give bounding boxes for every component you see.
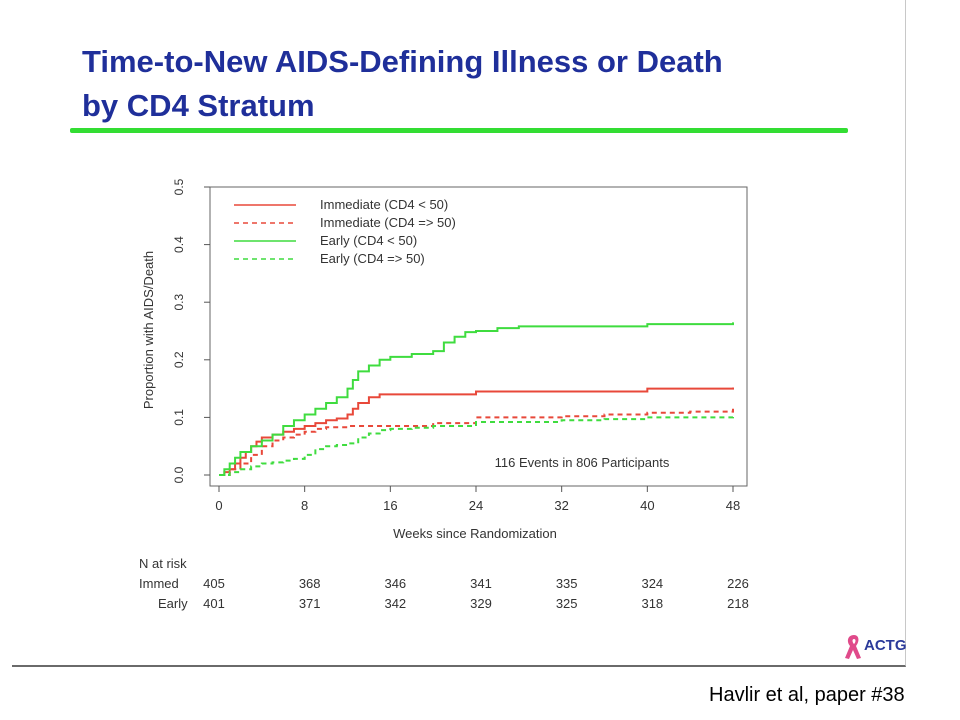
chart-axes	[209, 186, 748, 487]
at-risk-title: N at risk	[139, 556, 187, 571]
at-risk-value: 371	[299, 596, 321, 611]
slide-title: Time-to-New AIDS-Defining Illness or Dea…	[82, 40, 723, 128]
at-risk-value: 341	[470, 576, 492, 591]
y-tick-label: 0.0	[172, 466, 186, 483]
ribbon-icon	[845, 635, 861, 659]
at-risk-value: 368	[299, 576, 321, 591]
plot-frame	[209, 186, 748, 487]
at-risk-value: 401	[203, 596, 225, 611]
at-risk-value: 324	[641, 576, 663, 591]
slide-title-line-1: Time-to-New AIDS-Defining Illness or Dea…	[82, 44, 723, 79]
at-risk-value: 318	[641, 596, 663, 611]
at-risk-value: 226	[727, 576, 749, 591]
x-ticks: 0 8 16 24 32 40 48	[215, 486, 740, 513]
y-tick-label: 0.4	[172, 236, 186, 253]
series-layer	[219, 322, 734, 476]
y-tick-label: 0.2	[172, 351, 186, 368]
series-line-immediate-cd4-50	[219, 387, 734, 476]
legend-label: Immediate (CD4 < 50)	[320, 197, 448, 212]
x-tick-label: 16	[383, 498, 397, 513]
y-ticks: 0.0 0.1 0.2 0.3 0.4 0.5	[172, 178, 210, 483]
series-line-immediate-cd4-50	[219, 408, 734, 476]
actg-logo: ACTG	[842, 633, 914, 661]
events-annotation: 116 Events in 806 Participants	[495, 455, 670, 470]
at-risk-table: N at risk Immed 405 368 346 341 335 324 226 Earl…	[139, 556, 749, 611]
y-axis-label: Proportion with AIDS/Death	[141, 251, 156, 409]
legend-label: Immediate (CD4 => 50)	[320, 215, 456, 230]
at-risk-value: 405	[203, 576, 225, 591]
at-risk-value: 335	[556, 576, 578, 591]
x-tick-label: 0	[215, 498, 222, 513]
y-tick-label: 0.5	[172, 178, 186, 195]
legend: Immediate (CD4 < 50) Immediate (CD4 => 50…	[234, 197, 456, 266]
at-risk-value: 329	[470, 596, 492, 611]
x-axis-label: Weeks since Randomization	[393, 526, 557, 541]
x-tick-label: 48	[726, 498, 740, 513]
legend-label: Early (CD4 => 50)	[320, 251, 425, 266]
at-risk-value: 346	[384, 576, 406, 591]
legend-label: Early (CD4 < 50)	[320, 233, 417, 248]
x-tick-label: 8	[301, 498, 308, 513]
logo-text: ACTG	[864, 637, 907, 654]
slide-title-line-2: by CD4 Stratum	[82, 88, 315, 123]
at-risk-value: 325	[556, 596, 578, 611]
citation: Havlir et al, paper #38	[709, 684, 905, 706]
series-line-early-cd4-50	[219, 415, 734, 476]
title-underline	[70, 128, 848, 133]
at-risk-value: 342	[384, 596, 406, 611]
at-risk-row-label: Early	[158, 596, 188, 611]
slide: Time-to-New AIDS-Defining Illness or Dea…	[12, 0, 907, 667]
y-tick-label: 0.1	[172, 409, 186, 426]
x-tick-label: 32	[554, 498, 568, 513]
at-risk-value: 218	[727, 596, 749, 611]
series-line-early-cd4-50	[219, 322, 734, 476]
at-risk-row-label: Immed	[139, 576, 179, 591]
x-tick-label: 40	[640, 498, 654, 513]
y-tick-label: 0.3	[172, 294, 186, 311]
x-tick-label: 24	[469, 498, 483, 513]
